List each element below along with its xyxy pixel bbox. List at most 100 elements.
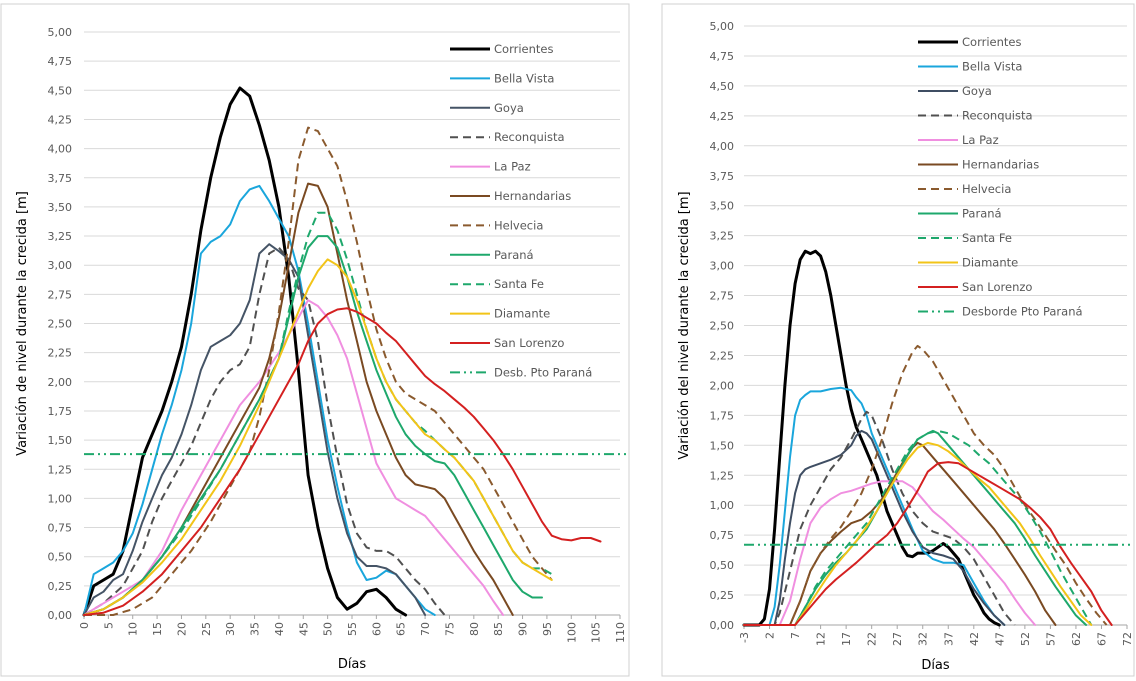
y-tick-label: 3,50 bbox=[48, 201, 73, 214]
legend-label-diamante: Diamante bbox=[962, 256, 1018, 270]
y-axis-title: Variación del nivel durante la crecida [… bbox=[677, 191, 692, 459]
y-tick-label: 3,50 bbox=[710, 200, 735, 213]
y-tick-label: 5,00 bbox=[48, 26, 73, 39]
legend-label-la-paz: La Paz bbox=[962, 133, 999, 147]
x-tick-label: 47 bbox=[993, 632, 1006, 646]
series-line-diamante bbox=[743, 441, 1093, 626]
y-tick-label: 0,50 bbox=[710, 559, 735, 572]
y-tick-label: 3,25 bbox=[710, 230, 735, 243]
legend-label-bella-vista: Bella Vista bbox=[962, 60, 1022, 74]
x-tick-label: 67 bbox=[1095, 632, 1108, 646]
x-tick-label: 57 bbox=[1044, 632, 1057, 646]
x-axis-title: Días bbox=[921, 658, 950, 673]
y-tick-label: 0,25 bbox=[48, 580, 73, 593]
series-line-reconquista bbox=[83, 246, 446, 616]
legend-label-goya: Goya bbox=[494, 101, 524, 115]
x-tick-label: 105 bbox=[590, 622, 603, 643]
x-tick-label: 22 bbox=[866, 632, 879, 646]
y-axis-title: Variación de nivel durante la crecida [m… bbox=[15, 191, 30, 456]
x-tick-label: 65 bbox=[395, 622, 408, 636]
y-tick-label: 4,50 bbox=[710, 80, 735, 93]
y-tick-label: 1,50 bbox=[710, 439, 735, 452]
series-line-parana bbox=[83, 235, 543, 616]
y-tick-label: 3,25 bbox=[48, 230, 73, 243]
legend-label-helvecia: Helvecia bbox=[494, 218, 543, 232]
y-tick-label: 1,75 bbox=[710, 409, 735, 422]
x-tick-label: 62 bbox=[1070, 632, 1083, 646]
x-tick-label: 85 bbox=[492, 622, 505, 636]
x-tick-label: 2 bbox=[764, 632, 777, 639]
x-tick-label: 17 bbox=[840, 632, 853, 646]
x-tick-label: 12 bbox=[815, 632, 828, 646]
series-line-helvecia bbox=[84, 126, 553, 616]
legend-label-bella-vista: Bella Vista bbox=[494, 71, 554, 85]
series-line-helvecia bbox=[744, 344, 1108, 626]
y-tick-label: 3,00 bbox=[710, 260, 735, 273]
legend-label-hernandarias: Hernandarias bbox=[494, 189, 571, 203]
y-tick-label: 4,00 bbox=[710, 140, 735, 153]
x-tick-label: 52 bbox=[1019, 632, 1032, 646]
x-tick-label: 42 bbox=[968, 632, 981, 646]
y-tick-label: 2,50 bbox=[48, 318, 73, 331]
legend-label-parana: Paraná bbox=[962, 207, 1002, 221]
x-tick-label: 37 bbox=[942, 632, 955, 646]
y-tick-label: 2,50 bbox=[710, 320, 735, 333]
x-tick-label: 55 bbox=[346, 622, 359, 636]
x-tick-label: 10 bbox=[127, 622, 140, 636]
x-tick-label: 25 bbox=[200, 622, 213, 636]
x-tick-label: 45 bbox=[297, 622, 310, 636]
legend-label-santa-fe: Santa Fe bbox=[962, 231, 1012, 245]
y-tick-label: 2,75 bbox=[710, 290, 735, 303]
legend-label-corrientes: Corrientes bbox=[494, 42, 553, 56]
y-tick-label: 2,00 bbox=[710, 379, 735, 392]
x-tick-label: 15 bbox=[151, 622, 164, 636]
series-line-corrientes bbox=[742, 249, 1001, 627]
series-line-san-lorenzo bbox=[743, 461, 1113, 626]
legend-label-parana: Paraná bbox=[494, 248, 534, 262]
y-tick-label: 1,25 bbox=[710, 469, 735, 482]
y-tick-label: 3,75 bbox=[48, 172, 73, 185]
legend-label-hernandarias: Hernandarias bbox=[962, 158, 1039, 172]
y-tick-label: 4,00 bbox=[48, 143, 73, 156]
series-line-bella-vista bbox=[743, 386, 1006, 626]
x-tick-label: 7 bbox=[789, 632, 802, 639]
x-tick-label: 70 bbox=[419, 622, 432, 636]
y-tick-label: 1,50 bbox=[48, 434, 73, 447]
series-line-san-lorenzo bbox=[83, 307, 602, 616]
y-tick-label: 0,50 bbox=[48, 551, 73, 564]
legend-label-desborde-pto-parana: Desborde Pto Paraná bbox=[962, 305, 1083, 319]
y-tick-label: 0,00 bbox=[710, 619, 735, 632]
x-tick-label: 35 bbox=[249, 622, 262, 636]
y-tick-label: 1,75 bbox=[48, 405, 73, 418]
x-tick-label: 100 bbox=[565, 622, 578, 643]
series-line-bella-vista bbox=[83, 184, 436, 616]
y-tick-label: 1,00 bbox=[48, 492, 73, 505]
y-tick-label: 3,00 bbox=[48, 259, 73, 272]
series-line-hernandarias bbox=[83, 182, 514, 616]
right-chart: 0,00 0,25 0,50 0,75 1,00 1,25 1,50 1,75 2,00 2,25… bbox=[677, 20, 1134, 673]
x-tick-label: 75 bbox=[443, 622, 456, 636]
x-tick-label: 32 bbox=[917, 632, 930, 646]
left-chart: 0,00 0,25 0,50 0,75 1,00 1,25 1,50 1,75 2,00 2,25… bbox=[15, 26, 630, 672]
series-line-goya bbox=[83, 243, 427, 616]
y-tick-label: 2,25 bbox=[48, 347, 73, 360]
y-tick-label: 4,75 bbox=[48, 55, 73, 68]
y-tick-label: 5,00 bbox=[710, 20, 735, 33]
y-tick-label: 1,00 bbox=[710, 499, 735, 512]
legend-label-corrientes: Corrientes bbox=[962, 35, 1021, 49]
legend-label-helvecia: Helvecia bbox=[962, 182, 1011, 196]
legend-label-la-paz: La Paz bbox=[494, 160, 531, 174]
x-axis-title: Días bbox=[338, 657, 367, 672]
x-tick-label: 60 bbox=[370, 622, 383, 636]
series-line-parana bbox=[743, 429, 1088, 626]
legend-label-reconquista: Reconquista bbox=[962, 109, 1033, 123]
y-tick-label: 4,75 bbox=[710, 50, 735, 63]
y-tick-label: 1,25 bbox=[48, 463, 73, 476]
legend-label-santa-fe: Santa Fe bbox=[494, 277, 544, 291]
y-tick-label: 4,50 bbox=[48, 84, 73, 97]
x-tick-label: 5 bbox=[102, 622, 115, 629]
legend-label-desb-pto-parana: Desb. Pto Paraná bbox=[494, 365, 592, 379]
x-tick-label: 30 bbox=[224, 622, 237, 636]
series-line-goya bbox=[743, 429, 1006, 626]
